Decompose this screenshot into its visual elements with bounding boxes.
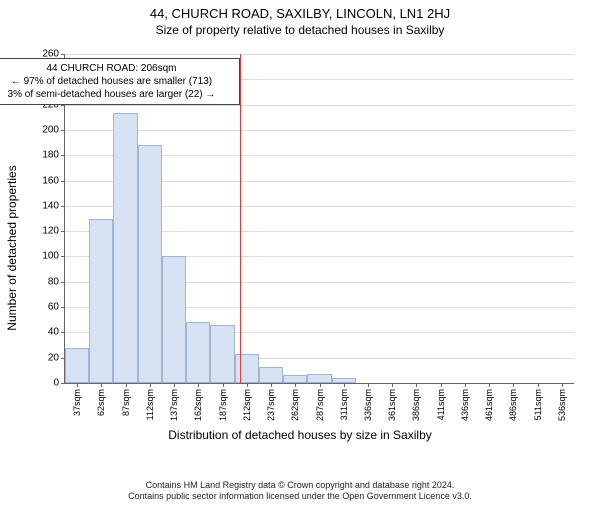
y-tick-label: 160 [42,175,59,186]
x-tick-label: 37sqm [72,389,82,416]
x-tick-mark [101,383,102,387]
x-axis-label: Distribution of detached houses by size … [168,428,431,442]
page-title: 44, CHURCH ROAD, SAXILBY, LINCOLN, LN1 2… [0,6,600,21]
x-tick-mark [150,383,151,387]
page-subtitle: Size of property relative to detached ho… [0,23,600,37]
x-tick-mark [174,383,175,387]
plot-area: 44 CHURCH ROAD: 206sqm ← 97% of detached… [64,54,574,384]
y-tick-mark [61,181,65,182]
y-tick-mark [61,54,65,55]
x-tick-label: 237sqm [266,389,276,421]
y-tick-mark [61,332,65,333]
x-tick-label: 311sqm [339,389,349,420]
x-tick-label: 212sqm [242,389,252,421]
x-tick-label: 436sqm [460,389,470,421]
x-tick-mark [392,383,393,387]
gridline [65,54,574,55]
x-tick-label: 137sqm [169,389,179,421]
histogram-bar [283,375,307,383]
x-tick-mark [295,383,296,387]
histogram-bar [259,367,283,383]
x-tick-mark [441,383,442,387]
x-tick-mark [538,383,539,387]
x-tick-mark [465,383,466,387]
histogram-bar [307,374,331,383]
x-tick-label: 411sqm [436,389,446,420]
y-tick-label: 140 [42,200,59,211]
gridline [65,130,574,131]
y-tick-label: 200 [42,124,59,135]
histogram-bar [65,348,89,383]
x-tick-mark [198,383,199,387]
annotation-line-2: ← 97% of detached houses are smaller (71… [0,75,233,88]
x-tick-mark [320,383,321,387]
x-tick-label: 461sqm [484,389,494,421]
x-tick-mark [368,383,369,387]
y-tick-mark [61,282,65,283]
copyright-line-1: Contains HM Land Registry data © Crown c… [146,480,455,490]
x-tick-mark [223,383,224,387]
histogram-bar [89,219,113,384]
y-tick-mark [61,307,65,308]
x-tick-mark [489,383,490,387]
y-tick-mark [61,206,65,207]
x-tick-label: 511sqm [533,389,543,420]
y-tick-label: 20 [48,352,59,363]
annotation-line-1: 44 CHURCH ROAD: 206sqm [0,62,233,75]
y-tick-mark [61,256,65,257]
x-tick-label: 87sqm [121,389,131,416]
x-tick-label: 336sqm [363,389,373,421]
reference-line [240,54,241,383]
y-tick-label: 0 [53,378,59,389]
copyright-notice: Contains HM Land Registry data © Crown c… [20,480,580,502]
y-tick-mark [61,155,65,156]
x-tick-label: 536sqm [557,389,567,421]
y-tick-label: 40 [48,327,59,338]
y-tick-mark [61,130,65,131]
x-tick-mark [562,383,563,387]
annotation-box: 44 CHURCH ROAD: 206sqm ← 97% of detached… [0,58,240,105]
x-tick-mark [77,383,78,387]
x-tick-mark [126,383,127,387]
histogram-bar [186,322,210,383]
y-tick-label: 180 [42,150,59,161]
x-tick-label: 162sqm [193,389,203,421]
x-tick-label: 112sqm [145,389,155,420]
y-axis-label: Number of detached properties [5,165,19,330]
annotation-line-3: 3% of semi-detached houses are larger (2… [0,88,233,101]
y-tick-mark [61,383,65,384]
x-tick-mark [344,383,345,387]
x-tick-label: 262sqm [290,389,300,421]
x-tick-label: 361sqm [387,389,397,421]
x-tick-mark [513,383,514,387]
y-tick-label: 100 [42,251,59,262]
x-tick-label: 287sqm [315,389,325,421]
histogram-bar [162,256,186,383]
y-tick-label: 60 [48,302,59,313]
x-tick-label: 187sqm [218,389,228,421]
x-tick-label: 386sqm [411,389,421,421]
x-tick-mark [247,383,248,387]
y-tick-mark [61,231,65,232]
x-tick-mark [271,383,272,387]
chart-container: Number of detached properties 44 CHURCH … [18,48,582,448]
x-tick-label: 486sqm [508,389,518,421]
y-tick-label: 80 [48,276,59,287]
histogram-bar [235,354,259,383]
histogram-bar [113,113,137,383]
histogram-bar [210,325,234,383]
x-tick-mark [416,383,417,387]
x-tick-label: 62sqm [96,389,106,416]
y-tick-label: 120 [42,226,59,237]
histogram-bar [138,145,162,383]
